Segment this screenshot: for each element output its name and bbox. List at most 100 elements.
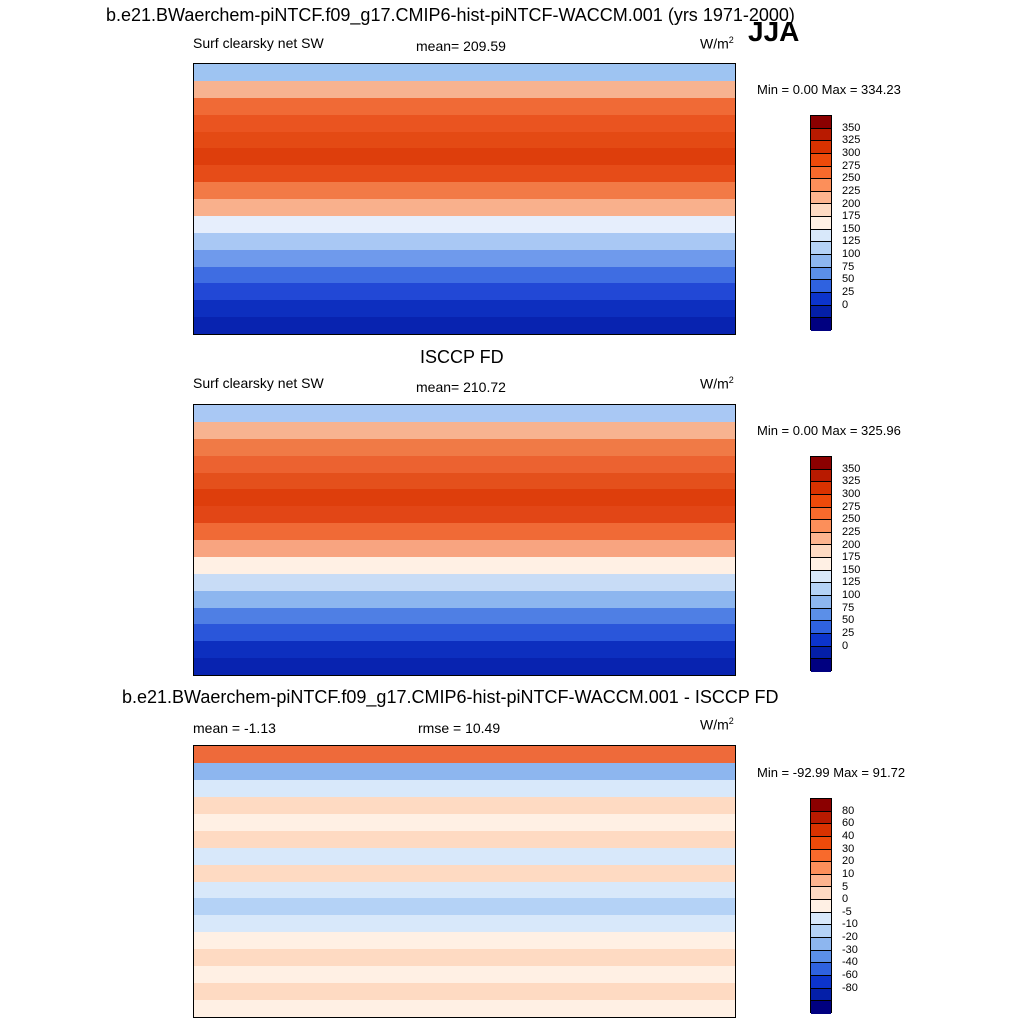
colorbar-swatch bbox=[811, 507, 831, 521]
colorbar-tick-label: 0 bbox=[842, 893, 849, 906]
colorbar-tick-label: 150 bbox=[842, 563, 861, 576]
colorbar-tick-label: 200 bbox=[842, 538, 861, 551]
panel1-colorbar bbox=[810, 115, 832, 331]
panel3-units: W/m2 bbox=[700, 716, 734, 733]
colorbar-tick-label: 5 bbox=[842, 880, 849, 893]
map-field-band bbox=[194, 746, 735, 763]
colorbar-swatch bbox=[811, 267, 831, 281]
colorbar-swatch bbox=[811, 633, 831, 647]
colorbar-swatch bbox=[811, 545, 831, 559]
colorbar-tick-label: 250 bbox=[842, 513, 861, 526]
panel1-map bbox=[193, 63, 736, 335]
colorbar-tick-label: 175 bbox=[842, 210, 861, 223]
map-field-band bbox=[194, 762, 735, 780]
colorbar-swatch bbox=[811, 874, 831, 888]
map-field-band bbox=[194, 796, 735, 814]
colorbar-tick-label: -5 bbox=[842, 905, 852, 918]
map-field-band bbox=[194, 131, 735, 149]
diff-title: b.e21.BWaerchem-piNTCF.f09_g17.CMIP6-his… bbox=[122, 687, 779, 707]
obs-title: ISCCP FD bbox=[420, 347, 504, 367]
colorbar-swatch bbox=[811, 963, 831, 976]
colorbar-tick-label: 350 bbox=[842, 121, 861, 134]
map-field-band bbox=[194, 97, 735, 115]
panel2-units: W/m2 bbox=[700, 375, 734, 392]
colorbar-tick-label: 75 bbox=[842, 260, 855, 273]
map-field-band bbox=[194, 540, 735, 557]
map-field-band bbox=[194, 813, 735, 831]
season-label: JJA bbox=[748, 16, 800, 47]
map-field-band bbox=[194, 915, 735, 933]
colorbar-tick-label: 20 bbox=[842, 855, 855, 868]
colorbar-swatch bbox=[811, 520, 831, 533]
colorbar-tick-label: 350 bbox=[842, 462, 861, 475]
panel3-mean: mean = -1.13 bbox=[193, 720, 276, 736]
colorbar-tick-label: 50 bbox=[842, 614, 855, 627]
colorbar-tick-label: 225 bbox=[842, 525, 861, 538]
colorbar-tick-label: 30 bbox=[842, 842, 855, 855]
colorbar-tick-label: 125 bbox=[842, 576, 861, 589]
colorbar-tick-label: 60 bbox=[842, 817, 855, 830]
map-field-band bbox=[194, 199, 735, 216]
colorbar-tick-label: 0 bbox=[842, 639, 849, 652]
colorbar-swatch bbox=[811, 950, 831, 964]
colorbar-tick-label: 200 bbox=[842, 197, 861, 210]
colorbar-swatch bbox=[811, 280, 831, 293]
colorbar-swatch bbox=[811, 305, 831, 319]
map-field-band bbox=[194, 641, 735, 659]
colorbar-swatch bbox=[811, 975, 831, 989]
map-field-band bbox=[194, 249, 735, 267]
colorbar-swatch bbox=[811, 938, 831, 951]
colorbar-tick-label: 40 bbox=[842, 829, 855, 842]
colorbar-tick-label: -80 bbox=[842, 981, 858, 994]
panel3-minmax: Min = -92.99 Max = 91.72 bbox=[757, 765, 906, 780]
colorbar-tick-label: 275 bbox=[842, 159, 861, 172]
colorbar-swatch bbox=[811, 583, 831, 597]
colorbar-tick-label: 100 bbox=[842, 248, 861, 261]
panel3-colorbar bbox=[810, 798, 832, 1014]
colorbar-tick-label: 225 bbox=[842, 184, 861, 197]
colorbar-tick-label: 75 bbox=[842, 601, 855, 614]
map-field-band bbox=[194, 421, 735, 439]
map-field-band bbox=[194, 590, 735, 608]
colorbar-swatch bbox=[811, 204, 831, 218]
map-field-band bbox=[194, 983, 735, 1001]
colorbar-swatch bbox=[811, 242, 831, 256]
map-field-band bbox=[194, 607, 735, 625]
panel1-mean: mean= 209.59 bbox=[416, 38, 506, 54]
panel2-minmax: Min = 0.00 Max = 325.96 bbox=[757, 423, 901, 438]
map-field-band bbox=[194, 472, 735, 490]
colorbar-swatch bbox=[811, 811, 831, 825]
colorbar-swatch bbox=[811, 887, 831, 901]
map-field-band bbox=[194, 779, 735, 797]
map-field-band bbox=[194, 573, 735, 591]
map-field-band bbox=[194, 455, 735, 473]
map-field-band bbox=[194, 64, 735, 81]
colorbar-swatch bbox=[811, 608, 831, 622]
colorbar-swatch bbox=[811, 799, 831, 812]
map-field-band bbox=[194, 317, 735, 334]
map-field-band bbox=[194, 489, 735, 507]
colorbar-tick-label: 175 bbox=[842, 551, 861, 564]
colorbar-tick-label: 80 bbox=[842, 804, 855, 817]
colorbar-swatch bbox=[811, 646, 831, 660]
colorbar-tick-label: 250 bbox=[842, 172, 861, 185]
colorbar-tick-label: 325 bbox=[842, 134, 861, 147]
colorbar-swatch bbox=[811, 457, 831, 470]
colorbar-swatch bbox=[811, 621, 831, 634]
colorbar-swatch bbox=[811, 596, 831, 609]
colorbar-tick-label: 10 bbox=[842, 867, 855, 880]
colorbar-swatch bbox=[811, 116, 831, 129]
panel1-units: W/m2 bbox=[700, 35, 734, 52]
map-field-band bbox=[194, 556, 735, 574]
colorbar-tick-label: 300 bbox=[842, 487, 861, 500]
map-field-band bbox=[194, 949, 735, 967]
panel2-mean: mean= 210.72 bbox=[416, 379, 506, 395]
colorbar-swatch bbox=[811, 558, 831, 571]
colorbar-swatch bbox=[811, 318, 831, 331]
map-field-band bbox=[194, 232, 735, 250]
colorbar-swatch bbox=[811, 469, 831, 483]
colorbar-swatch bbox=[811, 570, 831, 584]
map-field-band bbox=[194, 80, 735, 98]
colorbar-swatch bbox=[811, 849, 831, 863]
colorbar-swatch bbox=[811, 153, 831, 167]
